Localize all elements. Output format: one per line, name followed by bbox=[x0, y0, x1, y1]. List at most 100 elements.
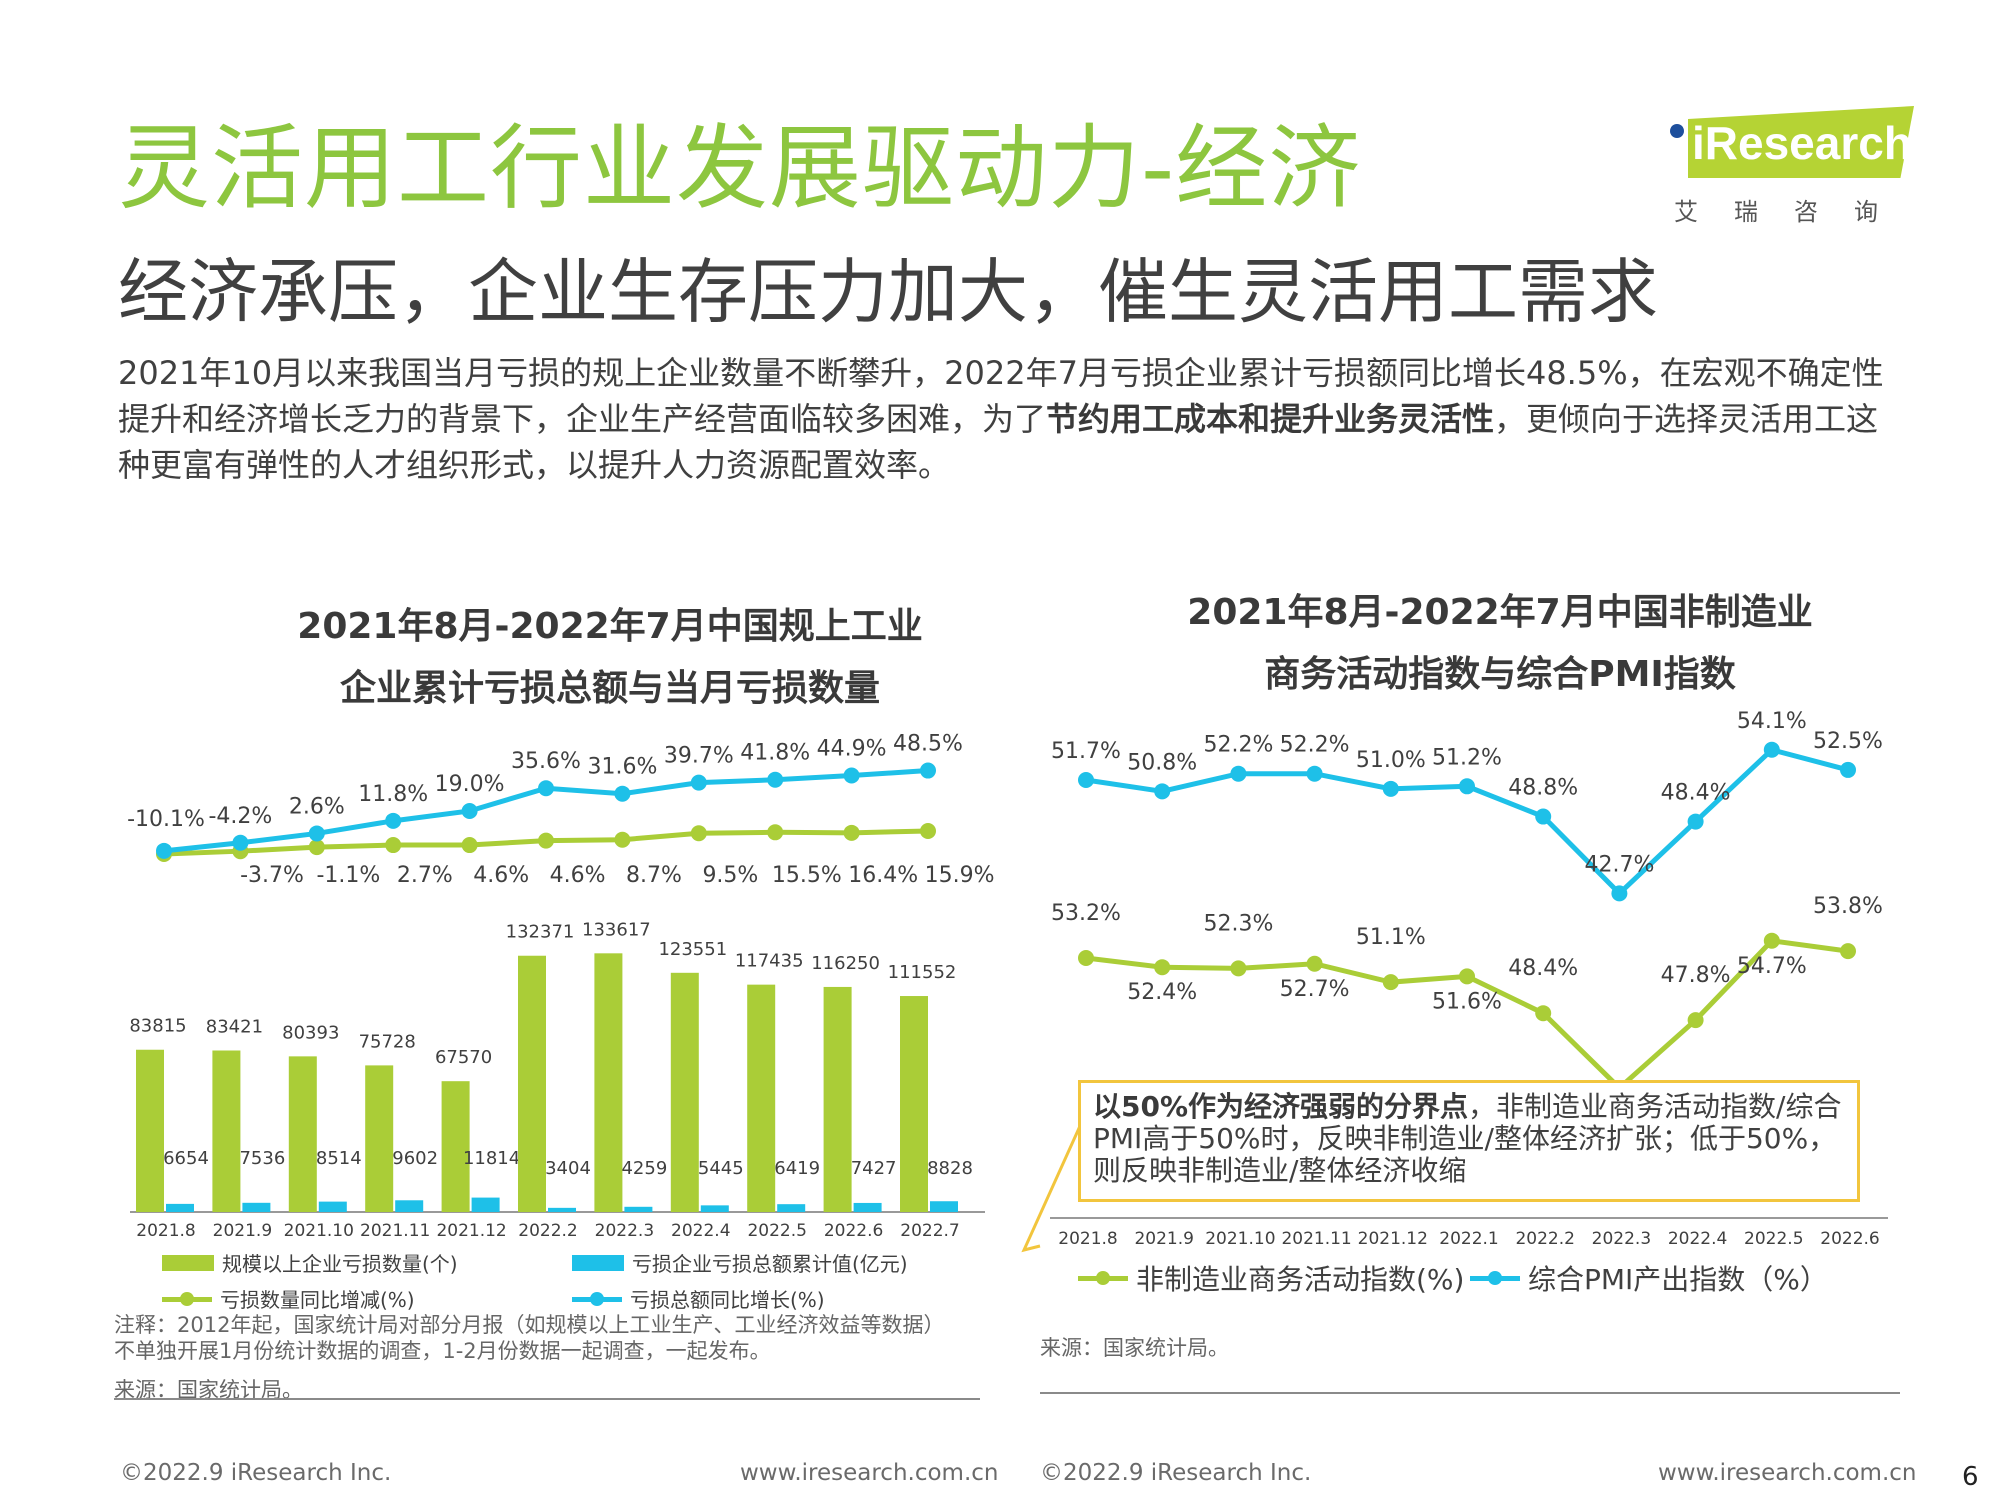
x-tick-label: 2021.12 bbox=[1358, 1229, 1428, 1249]
x-tick-label: 2022.1 bbox=[1439, 1229, 1498, 1249]
bar-loss-count bbox=[823, 986, 852, 1212]
logo-dot-icon bbox=[1670, 124, 1684, 138]
left-chart-title: 2021年8月-2022年7月中国规上工业 企业累计亏损总额与当月亏损数量 bbox=[130, 596, 1090, 720]
nonmfg-label: 47.8% bbox=[1661, 963, 1731, 988]
x-tick-label: 2022.5 bbox=[1744, 1229, 1803, 1249]
legend-blue-bar-swatch bbox=[572, 1254, 624, 1271]
bar-loss-amount bbox=[395, 1200, 424, 1212]
line-count-point bbox=[614, 831, 631, 848]
legend-line-count: 亏损数量同比增减(%) bbox=[162, 1284, 415, 1313]
nonmfg-label: 53.2% bbox=[1051, 901, 1121, 926]
line-count-label: 4.6% bbox=[473, 863, 529, 888]
line-amount-point bbox=[690, 774, 707, 791]
body-paragraph: 2021年10月以来我国当月亏损的规上企业数量不断攀升，2022年7月亏损企业累… bbox=[118, 350, 1908, 488]
line-amount-point bbox=[538, 780, 554, 797]
pmi-label: 48.8% bbox=[1508, 776, 1578, 801]
logo-chinese-text: 艾瑞咨询 bbox=[1674, 198, 1914, 226]
footer-copyright-left: ©2022.9 iResearch Inc. bbox=[120, 1460, 392, 1486]
pmi-label: 54.1% bbox=[1737, 709, 1807, 734]
line-count-point bbox=[385, 837, 402, 854]
x-tick-label: 2022.2 bbox=[1515, 1229, 1574, 1249]
left-chart-title-line2: 企业累计亏损总额与当月亏损数量 bbox=[339, 668, 880, 709]
line-amount-label: 19.0% bbox=[435, 772, 505, 797]
bar-count-label: 116250 bbox=[811, 953, 880, 974]
line-count-point bbox=[308, 839, 325, 856]
bar-count-label: 132371 bbox=[506, 922, 575, 943]
bar-loss-amount bbox=[242, 1202, 271, 1212]
note-line1: 注释：2012年起，国家统计局对部分月报（如规模以上工业生产、工业经济效益等数据… bbox=[114, 1313, 945, 1337]
nonmfg-point bbox=[1535, 1005, 1552, 1022]
x-tick-label: 2022.3 bbox=[595, 1221, 654, 1241]
pmi-label: 51.7% bbox=[1051, 739, 1121, 764]
line-amount-label: 41.8% bbox=[740, 741, 810, 766]
legend-bar-count-label: 规模以上企业亏损数量(个) bbox=[222, 1252, 458, 1276]
bar-amount-label: 5445 bbox=[698, 1158, 744, 1179]
x-tick-label: 2021.12 bbox=[436, 1221, 506, 1241]
line-amount-label: -4.2% bbox=[208, 804, 272, 829]
x-tick-label: 2022.4 bbox=[1668, 1229, 1727, 1249]
page-number: 6 bbox=[1962, 1462, 1979, 1492]
legend-bar-amount: 亏损企业亏损总额累计值(亿元) bbox=[572, 1248, 908, 1277]
bar-count-label: 123551 bbox=[658, 939, 727, 960]
line-amount-point bbox=[920, 762, 936, 779]
legend-nonmfg: 非制造业商务活动指数(%) bbox=[1078, 1258, 1464, 1298]
nonmfg-point bbox=[1154, 959, 1171, 976]
line-count-point bbox=[461, 837, 478, 854]
legend-blue-line-swatch bbox=[572, 1291, 622, 1307]
legend-line-amount: 亏损总额同比增长(%) bbox=[572, 1284, 825, 1313]
line-amount-label: -10.1% bbox=[127, 807, 205, 832]
bar-count-label: 80393 bbox=[282, 1022, 339, 1043]
bar-loss-amount bbox=[930, 1201, 958, 1212]
bar-count-label: 133617 bbox=[582, 919, 651, 940]
bar-loss-count bbox=[441, 1081, 470, 1212]
bar-amount-label: 8828 bbox=[927, 1158, 973, 1179]
bar-amount-label: 8514 bbox=[316, 1148, 362, 1169]
x-tick-label: 2021.8 bbox=[136, 1221, 195, 1241]
line-count-label: 8.7% bbox=[626, 863, 682, 888]
line-count-label: 15.5% bbox=[772, 863, 842, 888]
nonmfg-label: 48.4% bbox=[1508, 956, 1578, 981]
pmi-point bbox=[1306, 765, 1323, 782]
pmi-point bbox=[1535, 808, 1552, 825]
legend-line-amount-label: 亏损总额同比增长(%) bbox=[630, 1288, 825, 1312]
nonmfg-label: 53.8% bbox=[1813, 894, 1883, 919]
page-subtitle: 经济承压，企业生存压力加大，催生灵活用工需求 bbox=[118, 251, 1658, 333]
legend-pmi-swatch bbox=[1470, 1270, 1520, 1286]
bar-loss-count bbox=[518, 955, 546, 1212]
bar-count-label: 83815 bbox=[129, 1016, 186, 1037]
nonmfg-label: 51.1% bbox=[1356, 925, 1426, 950]
pmi-label: 48.4% bbox=[1661, 781, 1731, 806]
line-count-label: 2.7% bbox=[397, 863, 453, 888]
line-count-label: 16.4% bbox=[848, 863, 918, 888]
left-divider bbox=[114, 1398, 980, 1400]
line-amount-point bbox=[767, 771, 784, 788]
bar-amount-label: 4259 bbox=[621, 1158, 667, 1179]
pmi-point bbox=[1611, 885, 1628, 902]
pmi-label: 52.2% bbox=[1203, 733, 1273, 758]
legend-pmi-label: 综合PMI产出指数（%） bbox=[1528, 1263, 1828, 1296]
line-amount-label: 11.8% bbox=[358, 782, 428, 807]
nonmfg-point bbox=[1230, 960, 1247, 977]
pmi-label: 52.2% bbox=[1280, 733, 1350, 758]
line-amount-point bbox=[308, 825, 325, 842]
line-count-label: 15.9% bbox=[925, 863, 995, 888]
nonmfg-point bbox=[1078, 950, 1094, 966]
line-amount-point bbox=[385, 812, 402, 829]
body-text-bold: 节约用工成本和提升业务灵活性 bbox=[1046, 400, 1495, 438]
legend-bar-amount-label: 亏损企业亏损总额累计值(亿元) bbox=[632, 1252, 908, 1276]
logo-text: iResearch bbox=[1692, 117, 1912, 169]
right-chart-title-line2: 商务活动指数与综合PMI指数 bbox=[1264, 654, 1736, 695]
logo-banner bbox=[1688, 106, 1914, 178]
bar-loss-amount bbox=[548, 1207, 576, 1212]
line-count-point bbox=[843, 824, 860, 841]
callout-text: ，非制造业商务活动指数/综合PMI高于50%时，反映非制造业/整体经济扩张；低于… bbox=[1093, 1090, 1842, 1187]
legend-green-line-swatch bbox=[162, 1291, 212, 1307]
x-tick-label: 2022.7 bbox=[900, 1221, 959, 1241]
pmi-point bbox=[1840, 761, 1856, 778]
footer-copyright-right: ©2022.9 iResearch Inc. bbox=[1040, 1460, 1312, 1486]
nonmfg-point bbox=[1840, 943, 1856, 960]
bar-loss-count bbox=[594, 953, 623, 1212]
pmi-label: 51.0% bbox=[1356, 748, 1426, 773]
x-tick-label: 2022.3 bbox=[1592, 1229, 1651, 1249]
bar-count-label: 111552 bbox=[888, 962, 957, 983]
